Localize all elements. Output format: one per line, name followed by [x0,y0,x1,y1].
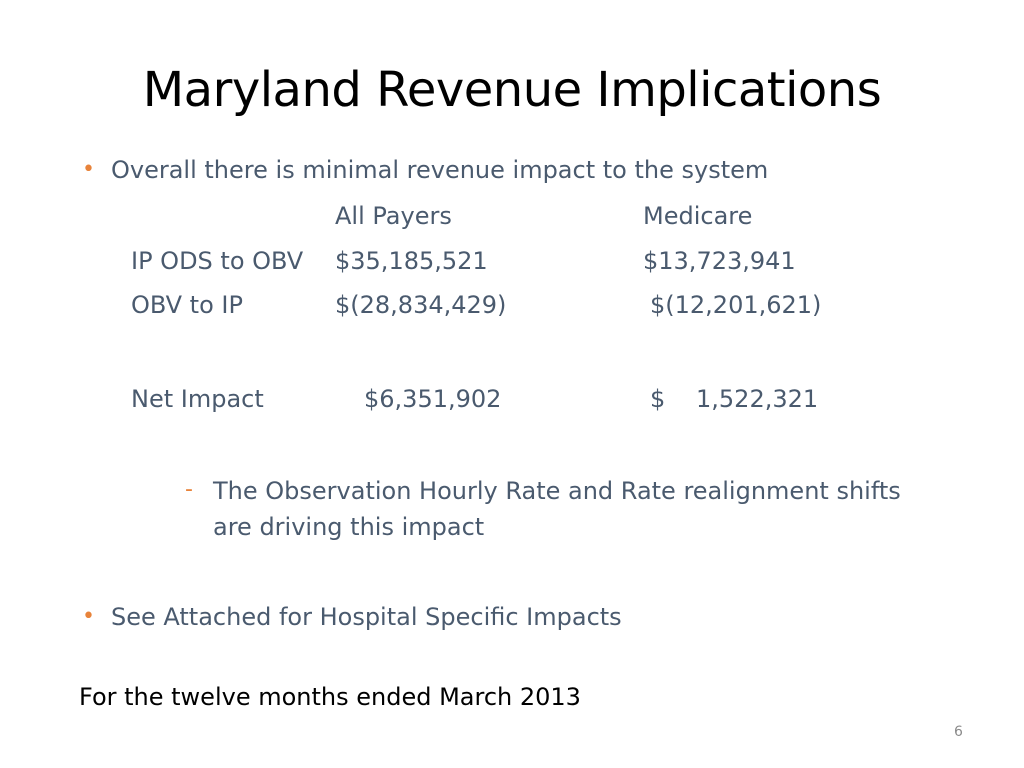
row-all-payers-ip-ods-to-obv: $35,185,521 [335,247,488,275]
bullet-see-attached-text: See Attached for Hospital Specific Impac… [111,603,622,631]
net-impact-medicare: 1,522,321 [696,385,819,413]
slide-title: Maryland Revenue Implications [142,62,882,118]
net-impact-medicare-symbol: $ [650,385,666,413]
footnote: For the twelve months ended March 2013 [79,683,581,711]
net-impact-label: Net Impact [131,385,264,413]
row-all-payers-obv-to-ip: $(28,834,429) [335,291,507,319]
row-medicare-ip-ods-to-obv: $13,723,941 [643,247,796,275]
row-label-obv-to-ip: OBV to IP [131,291,243,319]
bullet-dot: • [82,604,95,629]
row-label-ip-ods-to-obv: IP ODS to OBV [131,247,304,275]
net-impact-all-payers: $6,351,902 [364,385,502,413]
row-medicare-obv-to-ip: $(12,201,621) [650,291,822,319]
bullet-overall-text: Overall there is minimal revenue impact … [111,156,769,184]
header-all-payers: All Payers [335,202,452,230]
bullet-dot: • [82,157,95,182]
header-medicare: Medicare [643,202,753,230]
sub-bullet-line2: are driving this impact [213,513,485,541]
page-number: 6 [954,724,963,740]
sub-bullet-line1: The Observation Hourly Rate and Rate rea… [213,477,901,505]
sub-bullet-dash: - [185,477,193,502]
